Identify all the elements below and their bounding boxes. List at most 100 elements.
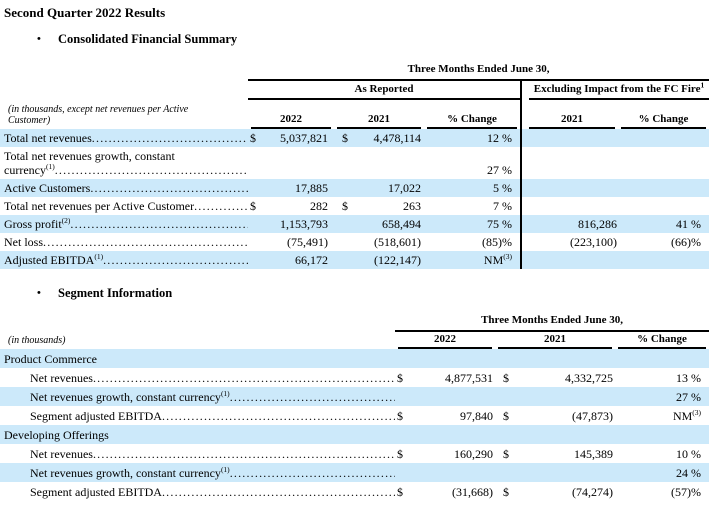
pct-change-value: 13 % (676, 371, 702, 385)
row-label: Segment adjusted EBITDA (30, 485, 162, 499)
currency-sign-cell: $ (342, 131, 348, 145)
row-label-text: Net revenues (30, 371, 93, 385)
dot-leader (43, 235, 248, 249)
row-label: Net revenues growth, constant currency(1… (30, 390, 230, 404)
dot-leader (90, 181, 248, 195)
section2-heading: Segment Information (58, 286, 173, 300)
units-note: (in thousands) (8, 335, 66, 346)
value-2021-cell: (518,601) (374, 235, 421, 249)
row-label-cell: Net revenues growth, constant currency(1… (0, 387, 395, 406)
currency-sign-cell (334, 179, 350, 197)
footnote-superscript: (1) (220, 390, 230, 398)
col-header-2022: 2022 (251, 112, 331, 129)
dot-leader (93, 447, 395, 461)
col-header-2021-cell: 2021 (495, 332, 615, 349)
ex-pct-change-cell (618, 147, 709, 179)
pct-change-value: NM (672, 409, 693, 423)
value-2021-cell (513, 349, 615, 368)
row-label-text: currency (4, 163, 46, 177)
col-header-2022: 2022 (398, 332, 492, 349)
currency-sign-cell (248, 251, 264, 269)
currency-sign-cell (495, 387, 513, 406)
empty-cell (0, 63, 248, 81)
row-label-cell: Adjusted EBITDA(1) (0, 251, 248, 269)
pct-change-value: (85)% (482, 235, 512, 249)
currency-sign-cell (334, 147, 350, 179)
row-label-cell: Segment adjusted EBITDA (0, 482, 395, 501)
row-label-cell: Segment adjusted EBITDA (0, 406, 395, 425)
footnote-superscript: (1) (94, 253, 104, 261)
col-header-2021-cell: 2021 (334, 100, 424, 129)
footnote-superscript: (1) (220, 466, 230, 474)
pct-change-cell: NM(3) (424, 251, 521, 269)
consolidated-financial-summary-table: Three Months Ended June 30, As Reported … (0, 63, 709, 269)
value-2021-cell: 17,022 (388, 181, 421, 195)
currency-sign-cell: $ (397, 371, 403, 385)
group-excluding-cell: Excluding Impact from the FC Fire1 (519, 81, 709, 100)
ex-2021-cell: 816,286 (520, 215, 618, 233)
dot-leader (230, 390, 395, 404)
col-header-2022-cell: 2022 (248, 100, 334, 129)
value-2021-cell: 4,332,725 (565, 371, 613, 385)
pct-change-cell (615, 425, 709, 444)
row-label-cell: Net loss (0, 233, 248, 251)
footnote-superscript: (3) (503, 252, 512, 261)
table-section-row: Developing Offerings (0, 425, 709, 444)
row-label-cell: Net revenues (0, 368, 395, 387)
col-header-ex2021-cell: 2021 (520, 100, 618, 129)
note-cell: (in thousands, except net revenues per A… (0, 100, 248, 129)
row-label-text: Segment adjusted EBITDA (30, 409, 162, 423)
pct-change-cell: 5 % (424, 179, 521, 197)
footnote-superscript: (1) (45, 163, 55, 171)
row-label: Net revenues (30, 371, 93, 385)
row-label-cell: Net revenues (0, 444, 395, 463)
currency-sign-cell (395, 425, 411, 444)
table-column-header-row: (in thousands) 2022 2021 % Change (0, 332, 709, 349)
table-header-row: Three Months Ended June 30, (0, 314, 709, 332)
pct-change-cell: (57)% (615, 482, 709, 501)
row-label: Total net revenues (4, 131, 92, 145)
row-label: Adjusted EBITDA(1) (4, 253, 103, 267)
spanner-heading: Three Months Ended June 30, (395, 314, 709, 332)
section-label-cell: Product Commerce (0, 349, 395, 368)
table-row: Segment adjusted EBITDA $ (31,668) $ (74… (0, 482, 709, 501)
ex-pct-change-cell (618, 251, 709, 269)
pct-change-cell: 10 % (615, 444, 709, 463)
pct-change-value: 75 % (487, 217, 512, 231)
value-2021-cell (513, 463, 615, 482)
value-2022-cell: 66,172 (295, 253, 328, 267)
currency-sign-cell: $ (503, 409, 509, 423)
dot-leader (230, 466, 395, 480)
row-label-text: Net revenues growth, constant currency (30, 390, 221, 404)
row-label-cell: Net revenues growth, constant currency(1… (0, 463, 395, 482)
table-row: Total net revenues growth, constant curr… (0, 147, 709, 179)
empty-cell (0, 81, 248, 100)
value-2021-cell: (74,274) (572, 485, 613, 499)
value-2021-cell (513, 425, 615, 444)
pct-change-cell: 12 % (424, 129, 521, 147)
table-row: Segment adjusted EBITDA $ 97,840 $ (47,8… (0, 406, 709, 425)
pct-change-value: 24 % (676, 466, 702, 480)
col-header-pct-change: % Change (427, 112, 517, 129)
col-header-2021: 2021 (337, 112, 421, 129)
currency-sign-cell (248, 233, 264, 251)
row-label-text: Total net revenues per Active Customer (4, 199, 195, 213)
note-cell: (in thousands) (0, 332, 395, 349)
currency-sign-cell: $ (250, 199, 256, 213)
pct-change-value: 5 % (493, 181, 512, 195)
row-label-line2-wrap: currency(1) (4, 163, 248, 177)
dot-leader (103, 253, 248, 267)
pct-change-cell (615, 349, 709, 368)
col-header-2022-cell: 2022 (395, 332, 495, 349)
table-row: Net loss (75,491) (518,601) (85)% (223,1… (0, 233, 709, 251)
value-2022-cell (411, 349, 495, 368)
pct-change-value: 7 % (493, 199, 512, 213)
currency-sign-cell (495, 349, 513, 368)
value-2022-cell: (31,668) (452, 485, 493, 499)
pct-change-value: NM (483, 253, 504, 267)
ex-2021-cell (520, 147, 618, 179)
spanner-cell: Three Months Ended June 30, (248, 63, 709, 81)
ex-pct-change-cell (618, 179, 709, 197)
bullet-icon: • (37, 33, 41, 45)
